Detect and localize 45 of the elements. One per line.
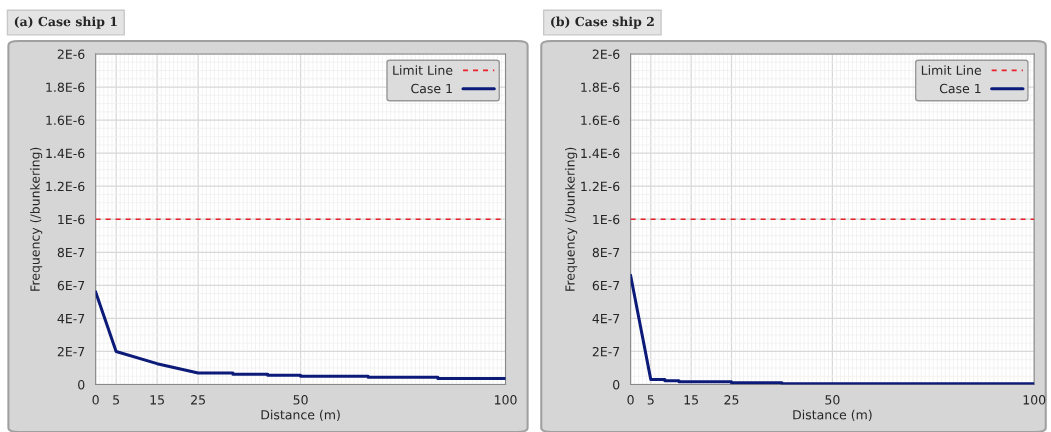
y-tick-label: 1E-6 [58,214,85,225]
x-tick-label: 25 [191,395,205,405]
x-tick-label: 15 [684,395,698,405]
x-tick-label: 15 [150,395,164,405]
y-tick-label: 2E-6 [57,49,85,59]
y-tick-label: 4E-7 [57,314,85,324]
legend-label: Case 1 [939,83,981,94]
y-tick-label: 1.4E-6 [581,148,620,159]
x-tick-label: 0 [92,395,99,405]
y-tick-label: 2E-7 [592,346,620,357]
y-tick-label: 2E-7 [57,346,85,357]
y-tick-label: 1.2E-6 [581,181,620,192]
y-tick-label: 1.4E-6 [46,148,85,159]
x-axis-title: Distance (m) [793,409,872,421]
y-tick-label: 6E-7 [592,280,620,291]
y-tick-label: 0 [78,379,85,390]
x-tick-label: 25 [724,395,739,405]
line-series [95,290,506,381]
legend-label: Limit Line [921,65,982,75]
y-tick-label: 8E-7 [592,247,620,258]
y-tick-label: 1.8E-6 [581,82,620,92]
legend-label: Limit Line [393,65,453,75]
legend-label: Case 1 [411,83,452,94]
x-tick-label: 50 [825,395,840,405]
y-tick-label: 1.6E-6 [46,115,85,126]
y-tick-label: 1E-6 [593,214,620,225]
y-tick-label: 0 [613,379,620,390]
y-axis-title: Frequency (/bunkering) [565,147,578,291]
y-tick-label: 8E-7 [57,247,85,258]
x-axis-title: Distance (m) [261,409,340,421]
x-tick-label: 5 [647,395,654,405]
x-tick-label: 0 [627,395,634,405]
x-tick-label: 100 [1023,395,1046,405]
y-axis-title: Frequency (/bunkering) [30,147,43,291]
x-tick-label: 100 [494,395,517,405]
chart-title: (b) Case ship 2 [551,16,654,29]
y-tick-label: 4E-7 [592,314,620,324]
x-tick-label: 5 [113,395,120,405]
y-tick-label: 1.6E-6 [581,115,620,126]
x-tick-label: 50 [293,395,308,405]
y-tick-label: 1.2E-6 [46,181,85,192]
y-tick-label: 1.8E-6 [46,82,85,92]
y-tick-label: 2E-6 [592,49,620,59]
y-tick-label: 6E-7 [57,280,85,291]
chart-title: (a) Case ship 1 [14,16,117,29]
